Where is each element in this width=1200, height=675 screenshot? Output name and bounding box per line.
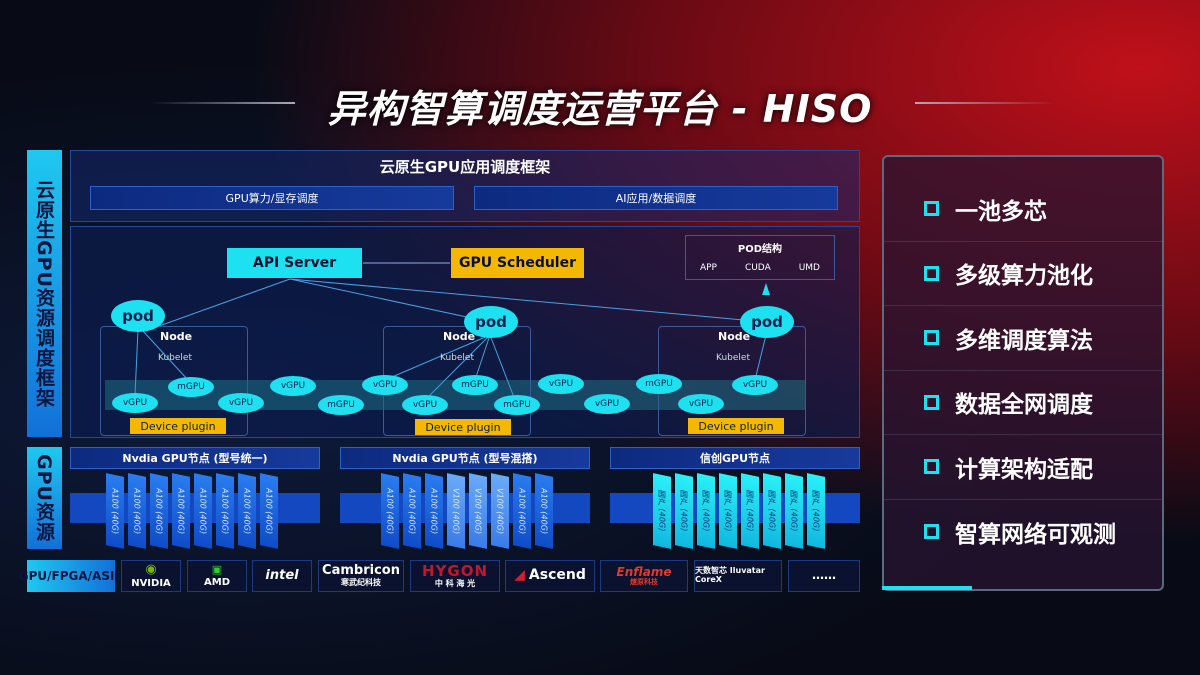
page-title: 异构智算调度运营平台 - HISO — [327, 87, 873, 131]
vgpu: vGPU — [362, 375, 408, 395]
device-plugin: Device plugin — [130, 418, 226, 434]
gpu-chip: A100 (40G) — [172, 473, 190, 549]
pod-app: APP — [699, 263, 717, 273]
feature-item: 智算网络可观测 — [884, 500, 1162, 565]
feature-item: 一池多芯 — [884, 177, 1162, 242]
feature-item: 多级算力池化 — [884, 242, 1162, 306]
vendor-ascend: ◢ Ascend — [505, 560, 595, 592]
vendor-hygon: HYGON 中 科 海 光 — [410, 560, 500, 592]
gpu-chip: A100 (40G) — [238, 473, 256, 549]
gpu-node-title: 信创GPU节点 — [610, 447, 860, 469]
vendor-iluvatar: 天数智芯 Iluvatar CoreX — [694, 560, 782, 592]
mgpu: mGPU — [168, 377, 214, 397]
pod: pod — [740, 306, 794, 338]
device-plugin: Device plugin — [688, 418, 784, 434]
vendor-more: …… — [788, 560, 860, 592]
gpu-chip: A100 (40G) — [513, 473, 531, 549]
mgpu: mGPU — [636, 374, 682, 394]
vgpu: vGPU — [678, 394, 724, 414]
vendor-nvidia: ◉ NVIDIA — [121, 560, 181, 592]
feature-item: 计算架构适配 — [884, 435, 1162, 500]
node-label: Node — [443, 330, 476, 343]
gpu-chip: V100 (40G) — [447, 473, 465, 549]
vgpu: vGPU — [112, 393, 158, 413]
mgpu: mGPU — [318, 395, 364, 415]
checkbox-icon — [924, 524, 939, 540]
pod-cuda: CUDA — [744, 263, 771, 273]
pod: pod — [464, 306, 518, 338]
gpu-chip: A100 (40G) — [260, 473, 278, 549]
hardware-label: GPU/FPGA/ASIC — [19, 560, 123, 592]
node-1 — [100, 326, 248, 436]
pod: pod — [111, 300, 165, 332]
gpu-chip: 国产 (40G) — [763, 473, 781, 549]
gpu-chip: V100 (40G) — [469, 473, 487, 549]
node-label: Node — [718, 330, 751, 343]
gpu-chip: A100 (40G) — [128, 473, 146, 549]
gpu-chips-2: A100 (40G) A100 (40G) A100 (40G) V100 (4… — [381, 473, 553, 549]
vgpu: vGPU — [270, 376, 316, 396]
checkbox-icon — [924, 459, 939, 475]
divider — [915, 102, 1055, 104]
divider — [150, 102, 295, 104]
gpu-chip: A100 (40G) — [216, 473, 234, 549]
vendor-enflame: Enflame 燧原科技 — [600, 560, 688, 592]
vendor-cambricon: Cambricon 寒武纪科技 — [318, 560, 404, 592]
gpu-chips-1: A100 (40G) A100 (40G) A100 (40G) A100 (4… — [106, 473, 278, 549]
gpu-chip: 国产 (40G) — [785, 473, 803, 549]
feature-item: 数据全网调度 — [884, 371, 1162, 435]
mgpu: mGPU — [452, 375, 498, 395]
vgpu: vGPU — [402, 395, 448, 415]
gpu-chip: 国产 (40G) — [697, 473, 715, 549]
gpu-scheduler: GPU Scheduler — [451, 248, 584, 278]
vgpu: vGPU — [732, 375, 778, 395]
node-label: Node — [160, 330, 193, 343]
vgpu: vGPU — [584, 394, 630, 414]
api-server: API Server — [227, 248, 362, 278]
framework-label: 云原生GPU资源调度框架 — [27, 150, 62, 437]
kubelet-label: Kubelet — [440, 353, 474, 363]
resources-label: GPU资源 — [27, 447, 62, 549]
gpu-chip: A100 (40G) — [535, 473, 553, 549]
gpu-chip: 国产 (40G) — [719, 473, 737, 549]
kubelet-label: Kubelet — [158, 353, 192, 363]
gpu-chip: A100 (40G) — [106, 473, 124, 549]
device-plugin: Device plugin — [415, 419, 511, 435]
pod-umd: UMD — [798, 263, 820, 273]
gpu-node-title: Nvdia GPU节点 (型号混搭) — [340, 447, 590, 469]
feature-item: 多维调度算法 — [884, 306, 1162, 371]
gpu-chip: A100 (40G) — [381, 473, 399, 549]
gpu-chip: 国产 (40G) — [807, 473, 825, 549]
vgpu: vGPU — [218, 393, 264, 413]
pod-structure: POD结构 APP CUDA UMD — [685, 235, 835, 280]
gpu-chip: 国产 (40G) — [675, 473, 693, 549]
gpu-chip: 国产 (40G) — [653, 473, 671, 549]
gpu-node-title: Nvdia GPU节点 (型号统一) — [70, 447, 320, 469]
checkbox-icon — [924, 201, 939, 217]
accent-bar — [882, 586, 972, 590]
gpu-chip: A100 (40G) — [150, 473, 168, 549]
gpu-chip: V100 (40G) — [491, 473, 509, 549]
kubelet-label: Kubelet — [716, 353, 750, 363]
gpu-chip: A100 (40G) — [194, 473, 212, 549]
gpu-chips-3: 国产 (40G) 国产 (40G) 国产 (40G) 国产 (40G) 国产 (… — [653, 473, 825, 549]
gpu-chip: A100 (40G) — [425, 473, 443, 549]
ai-data-scheduling-bar: AI应用/数据调度 — [474, 186, 838, 210]
gpu-chip: A100 (40G) — [403, 473, 421, 549]
mgpu: mGPU — [494, 395, 540, 415]
checkbox-icon — [924, 330, 939, 346]
framework-title: 云原生GPU应用调度框架 — [379, 158, 551, 176]
checkbox-icon — [924, 265, 939, 281]
gpu-scheduling-bar: GPU算力/显存调度 — [90, 186, 454, 210]
gpu-chip: 国产 (40G) — [741, 473, 759, 549]
vendor-intel: intel — [252, 560, 312, 592]
checkbox-icon — [924, 394, 939, 410]
features-panel: 一池多芯 多级算力池化 多维调度算法 数据全网调度 计算架构适配 智算网络可观测 — [882, 155, 1164, 591]
vendor-amd: ▣ AMD — [187, 560, 247, 592]
vgpu: vGPU — [538, 374, 584, 394]
pod-structure-title: POD结构 — [737, 244, 783, 255]
